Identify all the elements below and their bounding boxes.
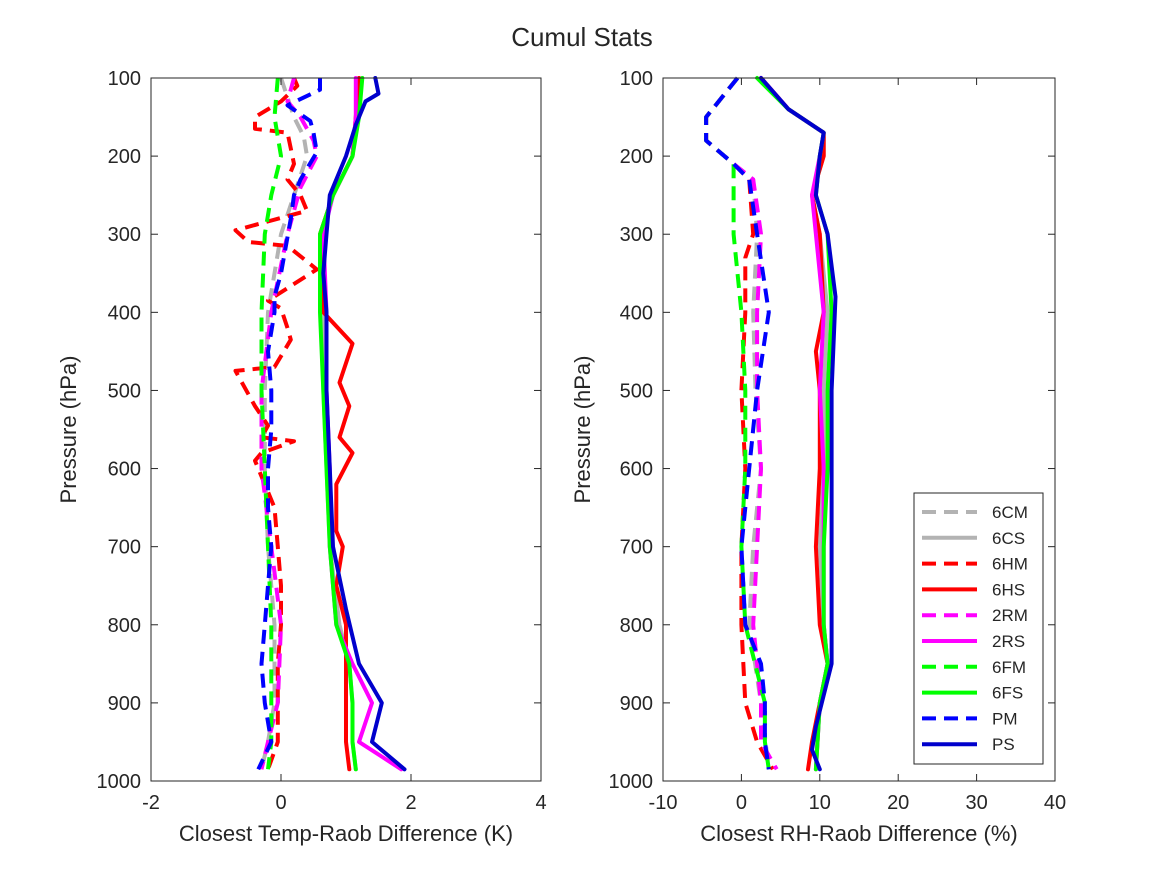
temp-series-ps [321,76,407,772]
legend-label-6cm: 6CM [992,503,1028,522]
temp-series-pm [256,78,322,771]
rh-ylabel: Pressure (hPa) [570,356,595,504]
temp-xtick-label: 2 [405,792,416,814]
rh-xlabel: Closest RH-Raob Difference (%) [700,821,1017,846]
legend-label-6cs: 6CS [992,529,1025,548]
temp-ytick-label: 600 [108,459,141,481]
rh-series-ps [759,76,838,772]
legend-label-6hm: 6HM [992,555,1028,574]
temp-xtick-label: -2 [142,792,160,814]
rh-xtick-label: 40 [1044,792,1066,814]
legend: 6CM 6CS 6HM 6HS 2RM 2RS 6FM 6FS PM PS [913,492,1044,765]
rh-ytick-label: 500 [620,380,653,402]
rh-xtick-label: 10 [809,792,831,814]
rh-xtick-label: -10 [649,792,678,814]
rh-ytick-label: 1000 [609,771,654,793]
legend-label-pm: PM [992,709,1018,728]
rh-series-layer [704,76,838,772]
legend-label-ps: PS [992,735,1015,754]
rh-axes-box [662,77,1056,782]
rh-ytick-label: 900 [620,693,653,715]
legend-label-6hs: 6HS [992,580,1025,599]
temp-ytick-label: 200 [108,146,141,168]
temp-ytick-label: 300 [108,224,141,246]
rh-difference-plot: -10 0 10 20 30 40 100 200 300 400 500 600 700 800 900 1… [570,68,1066,846]
temp-series-6cm [259,77,309,770]
figure-title: Cumul Stats [511,22,653,52]
temp-ytick-label: 1000 [97,771,142,793]
temp-series-6fm [259,77,283,770]
rh-tick-layer: -10 0 10 20 30 40 100 200 300 400 500 600 700 800 900 1… [609,68,1067,814]
rh-ytick-label: 400 [620,302,653,324]
legend-label-2rs: 2RS [992,632,1025,651]
temp-ytick-label: 800 [108,615,141,637]
temp-axes-box [150,77,542,782]
temp-series-layer [233,76,407,772]
rh-ytick-label: 800 [620,615,653,637]
rh-xtick-label: 0 [736,792,747,814]
rh-xtick-label: 30 [965,792,987,814]
rh-xtick-label: 20 [887,792,909,814]
legend-items: 6CM 6CS 6HM 6HS 2RM 2RS 6FM 6FS PM PS [922,503,1028,754]
temp-series-2rm [259,77,319,770]
legend-label-6fm: 6FM [992,658,1026,677]
temp-ylabel: Pressure (hPa) [56,356,81,504]
temp-series-6hm [233,77,319,770]
temp-ytick-label: 400 [108,302,141,324]
rh-ytick-label: 100 [620,68,653,90]
rh-ytick-label: 600 [620,459,653,481]
temp-ytick-label: 700 [108,537,141,559]
rh-ytick-label: 300 [620,224,653,246]
temp-ytick-label: 900 [108,693,141,715]
rh-ytick-label: 700 [620,537,653,559]
temp-tick-layer: -2 0 2 4 100 200 300 400 500 600 700 800 900 1000 [97,68,547,814]
temp-ytick-label: 500 [108,380,141,402]
legend-label-6fs: 6FS [992,684,1023,703]
temp-difference-plot: -2 0 2 4 100 200 300 400 500 600 700 800 900 1000 Clo… [56,68,547,846]
legend-label-2rm: 2RM [992,606,1028,625]
temp-xtick-label: 4 [535,792,546,814]
temp-series-6fs [318,76,365,772]
rh-series-6hm [704,76,775,771]
temp-ytick-label: 100 [108,68,141,90]
rh-series-pm [704,76,771,770]
temp-xtick-label: 0 [275,792,286,814]
temp-xlabel: Closest Temp-Raob Difference (K) [179,821,513,846]
rh-ytick-label: 200 [620,146,653,168]
